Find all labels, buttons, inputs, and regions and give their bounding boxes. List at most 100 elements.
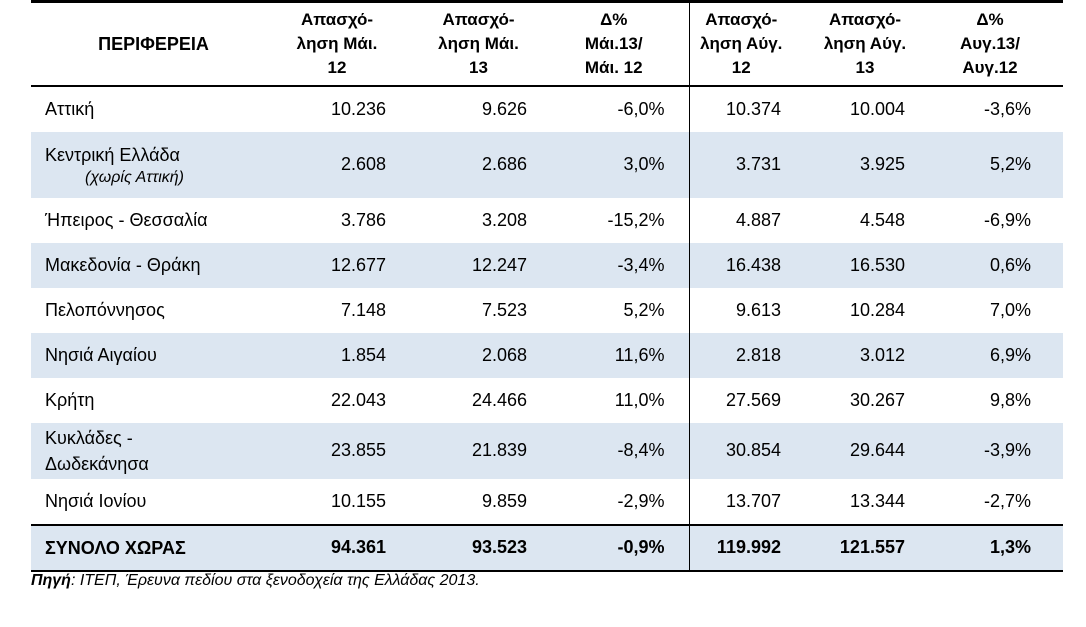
cell-emp-aug12: 2.818: [689, 332, 813, 378]
cell-emp-aug13: 13.344: [849, 490, 905, 511]
table-row: Κυκλάδες - Δωδεκάνησα 23.855 21.839 -8,4…: [31, 422, 1063, 479]
header-line: ληση Αύγ.: [823, 33, 907, 53]
cell-emp-aug13: 16.530: [813, 242, 937, 288]
header-emp-may13: Απασχό- ληση Μάι. 13: [418, 0, 559, 87]
region-name-line2: Δωδεκάνησα: [45, 453, 149, 474]
table-row: Μακεδονία - Θράκη 12.677 12.247 -3,4% 16…: [31, 242, 1063, 288]
header-delta-aug: Δ% Αυγ.13/ Αυγ.12: [937, 0, 1063, 87]
table-row: Κρήτη 22.043 24.466 11,0% 27.569 30.267 …: [31, 377, 1063, 423]
cell-emp-may13: 2.686: [418, 131, 559, 198]
header-region: ΠΕΡΙΦΕΡΕΙΑ: [31, 0, 276, 87]
cell-delta-aug: 7,0%: [989, 299, 1031, 320]
data-table-wrapper: ΠΕΡΙΦΕΡΕΙΑ Απασχό- ληση Μάι. 12 Απασχό- …: [31, 0, 1063, 572]
cell-delta-aug: -2,7%: [983, 490, 1031, 511]
cell-emp-aug13: 3.925: [813, 131, 937, 198]
cell-emp-aug12: 27.569: [725, 389, 781, 410]
cell-emp-may12: 22.043: [330, 389, 386, 410]
region-cell: Κυκλάδες - Δωδεκάνησα: [31, 422, 276, 479]
cell-delta-may: -15,2%: [559, 197, 690, 243]
cell-emp-may12: 10.236: [330, 98, 386, 119]
source-note: Πηγή: ΙΤΕΠ, Έρευνα πεδίου στα ξενοδοχεία…: [31, 572, 480, 590]
cell-delta-may: 11,6%: [559, 332, 690, 378]
header-line: Δ%: [976, 9, 1004, 29]
table-row: Ήπειρος - Θεσσαλία 3.786 3.208 -15,2% 4.…: [31, 197, 1063, 243]
region-name: Κεντρική Ελλάδα: [45, 144, 180, 165]
cell-emp-aug13: 29.644: [813, 422, 937, 479]
region-name: Μακεδονία - Θράκη: [31, 242, 276, 288]
cell-emp-aug13: 3.012: [813, 332, 937, 378]
table-row: Κεντρική Ελλάδα (χωρίς Αττική) 2.608 2.6…: [31, 131, 1063, 198]
cell-emp-aug12: 4.887: [735, 209, 781, 230]
cell-emp-may13: 3.208: [481, 209, 527, 230]
cell-delta-aug: 6,9%: [937, 332, 1063, 378]
total-row: ΣΥΝΟΛΟ ΧΩΡΑΣ 94.361 93.523 -0,9% 119.992…: [31, 523, 1063, 572]
header-line: Απασχό-: [300, 9, 374, 29]
cell-emp-aug13: 10.284: [849, 299, 905, 320]
header-line: Αυγ.13/: [960, 33, 1020, 53]
cell-emp-may13: 9.859: [481, 490, 527, 511]
header-line: Δ%: [600, 9, 628, 29]
region-name: Νησιά Αιγαίου: [31, 332, 276, 378]
header-line: Απασχό-: [442, 9, 515, 29]
cell-emp-may12: 12.677: [276, 242, 418, 288]
source-text: : ΙΤΕΠ, Έρευνα πεδίου στα ξενοδοχεία της…: [70, 572, 480, 589]
total-emp-aug13: 121.557: [813, 523, 937, 572]
cell-emp-may13: 2.068: [418, 332, 559, 378]
cell-delta-may: 5,2%: [559, 287, 690, 333]
cell-delta-may: -8,4%: [559, 422, 690, 479]
table-row: Νησιά Αιγαίου 1.854 2.068 11,6% 2.818 3.…: [31, 332, 1063, 378]
cell-delta-aug: 9,8%: [989, 389, 1031, 410]
cell-emp-aug12: 10.374: [725, 98, 781, 119]
header-line: Μάι. 12: [584, 57, 643, 77]
cell-delta-aug: -3,9%: [937, 422, 1063, 479]
cell-emp-may13: 7.523: [481, 299, 527, 320]
header-line: Απασχό-: [828, 9, 902, 29]
table-row: Νησιά Ιονίου 10.155 9.859 -2,9% 13.707 1…: [31, 478, 1063, 525]
region-subtitle: (χωρίς Αττική): [85, 168, 185, 186]
header-line: 12: [731, 57, 751, 77]
cell-emp-aug13: 30.267: [849, 389, 905, 410]
region-name: Ήπειρος - Θεσσαλία: [45, 210, 208, 230]
cell-emp-may13: 12.247: [418, 242, 559, 288]
total-delta-aug: 1,3%: [937, 523, 1063, 572]
region-cell: Κεντρική Ελλάδα (χωρίς Αττική): [31, 131, 276, 198]
cell-emp-may12: 7.148: [340, 299, 386, 320]
cell-delta-aug: -3,6%: [983, 98, 1031, 119]
cell-emp-aug12: 13.707: [725, 490, 781, 511]
cell-emp-aug13: 10.004: [849, 98, 905, 119]
cell-emp-aug12: 30.854: [689, 422, 813, 479]
table-row: Πελοπόννησος 7.148 7.523 5,2% 9.613 10.2…: [31, 287, 1063, 333]
total-label: ΣΥΝΟΛΟ ΧΩΡΑΣ: [31, 523, 276, 572]
cell-emp-may12: 10.155: [330, 490, 386, 511]
header-line: Απασχό-: [705, 9, 778, 29]
cell-delta-aug: 0,6%: [937, 242, 1063, 288]
cell-emp-may12: 1.854: [276, 332, 418, 378]
cell-emp-may12: 2.608: [276, 131, 418, 198]
cell-delta-may: -2,9%: [559, 478, 690, 525]
header-emp-may12: Απασχό- ληση Μάι. 12: [276, 0, 418, 87]
cell-emp-aug13: 4.548: [859, 209, 905, 230]
cell-delta-may: 11,0%: [559, 377, 690, 423]
table-row: Αττική 10.236 9.626 -6,0% 10.374 10.004 …: [31, 85, 1063, 132]
total-emp-may12: 94.361: [276, 523, 418, 572]
cell-emp-may12: 3.786: [340, 209, 386, 230]
cell-emp-aug12: 3.731: [689, 131, 813, 198]
cell-emp-may12: 23.855: [276, 422, 418, 479]
region-name: Νησιά Ιονίου: [45, 491, 147, 511]
region-name: Αττική: [45, 99, 95, 119]
region-name: Κρήτη: [45, 390, 95, 410]
header-line: 12: [327, 57, 347, 77]
header-line: Αυγ.12: [962, 57, 1018, 77]
cell-emp-may13: 21.839: [418, 422, 559, 479]
cell-delta-aug: 5,2%: [937, 131, 1063, 198]
total-emp-may13: 93.523: [418, 523, 559, 572]
cell-delta-may: 3,0%: [559, 131, 690, 198]
source-label: Πηγή: [31, 572, 71, 589]
cell-delta-aug: -6,9%: [983, 209, 1031, 230]
header-row: ΠΕΡΙΦΕΡΕΙΑ Απασχό- ληση Μάι. 12 Απασχό- …: [31, 0, 1063, 87]
cell-emp-may13: 24.466: [471, 389, 527, 410]
header-line: ληση Μάι.: [438, 33, 519, 53]
cell-emp-aug12: 16.438: [689, 242, 813, 288]
region-name: Κυκλάδες -: [45, 427, 133, 448]
header-line: 13: [855, 57, 875, 77]
